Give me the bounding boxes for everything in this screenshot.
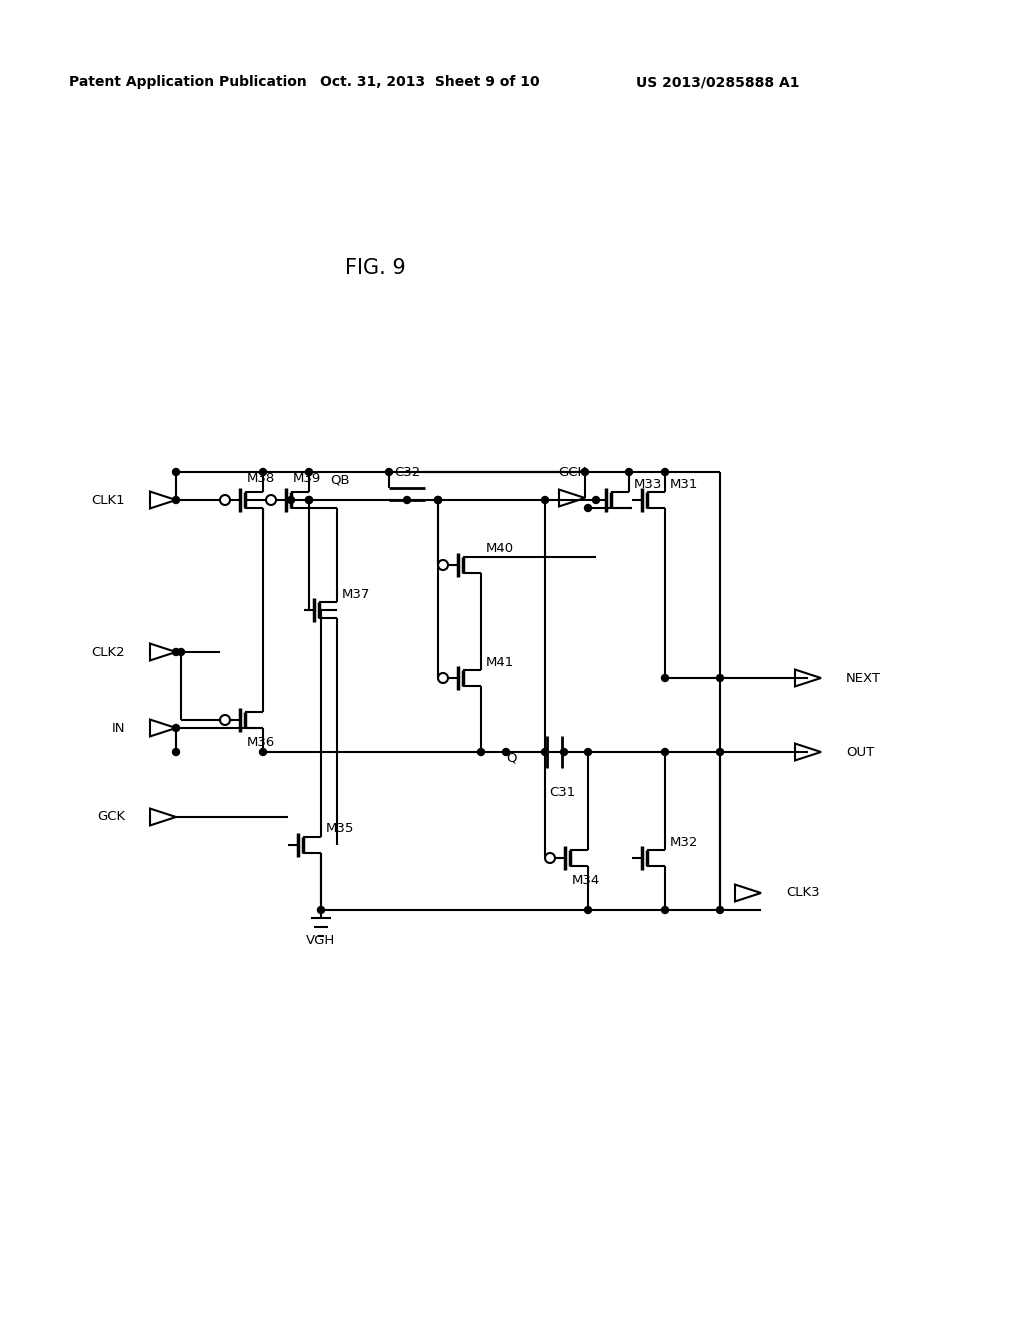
Circle shape [172, 469, 179, 475]
Text: CLK3: CLK3 [786, 887, 819, 899]
Circle shape [717, 748, 724, 755]
Text: M40: M40 [486, 543, 514, 556]
Text: M36: M36 [247, 735, 275, 748]
Text: Oct. 31, 2013  Sheet 9 of 10: Oct. 31, 2013 Sheet 9 of 10 [321, 75, 540, 88]
Circle shape [288, 496, 295, 503]
Circle shape [662, 469, 669, 475]
Text: C32: C32 [394, 466, 420, 479]
Circle shape [305, 496, 312, 503]
Text: M37: M37 [342, 587, 371, 601]
Text: M39: M39 [293, 471, 322, 484]
Circle shape [177, 648, 184, 656]
Text: M34: M34 [571, 874, 600, 887]
Circle shape [582, 469, 589, 475]
Text: C31: C31 [549, 787, 575, 800]
Circle shape [560, 748, 567, 755]
Circle shape [172, 648, 179, 656]
Circle shape [593, 496, 599, 503]
Text: M32: M32 [670, 836, 698, 849]
Circle shape [434, 496, 441, 503]
Circle shape [259, 748, 266, 755]
Circle shape [542, 748, 549, 755]
Text: Patent Application Publication: Patent Application Publication [70, 75, 307, 88]
Circle shape [259, 469, 266, 475]
Circle shape [585, 504, 592, 511]
Text: M41: M41 [486, 656, 514, 668]
Text: M31: M31 [670, 478, 698, 491]
Circle shape [717, 907, 724, 913]
Circle shape [585, 748, 592, 755]
Circle shape [542, 496, 549, 503]
Text: Q: Q [506, 751, 516, 764]
Circle shape [717, 675, 724, 681]
Text: M33: M33 [634, 478, 663, 491]
Circle shape [172, 725, 179, 731]
Text: OUT: OUT [846, 746, 874, 759]
Circle shape [662, 675, 669, 681]
Text: M35: M35 [326, 822, 354, 836]
Circle shape [662, 907, 669, 913]
Circle shape [503, 748, 510, 755]
Circle shape [172, 748, 179, 755]
Circle shape [662, 748, 669, 755]
Text: US 2013/0285888 A1: US 2013/0285888 A1 [636, 75, 800, 88]
Text: NEXT: NEXT [846, 672, 881, 685]
Circle shape [403, 496, 411, 503]
Text: IN: IN [112, 722, 125, 734]
Circle shape [385, 469, 392, 475]
Circle shape [585, 907, 592, 913]
Text: FIG. 9: FIG. 9 [345, 257, 406, 279]
Text: CLK1: CLK1 [91, 494, 125, 507]
Circle shape [172, 496, 179, 503]
Circle shape [305, 469, 312, 475]
Circle shape [317, 907, 325, 913]
Circle shape [626, 469, 633, 475]
Text: GCK: GCK [97, 810, 125, 824]
Text: M38: M38 [247, 471, 275, 484]
Text: QB: QB [331, 474, 350, 487]
Text: CLK2: CLK2 [91, 645, 125, 659]
Text: VGH: VGH [306, 933, 336, 946]
Circle shape [434, 496, 441, 503]
Circle shape [305, 496, 312, 503]
Circle shape [477, 748, 484, 755]
Text: GCK: GCK [558, 466, 586, 479]
